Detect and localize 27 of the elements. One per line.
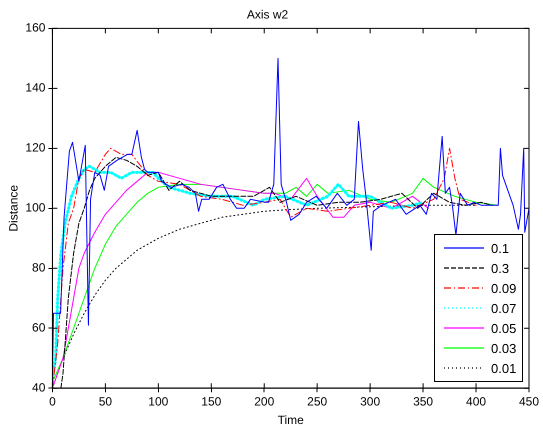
legend-label: 0.07 (491, 300, 516, 316)
x-axis-title: Time (278, 413, 304, 428)
y-axis-title: Distance (6, 184, 21, 232)
legend-label: 0.1 (491, 240, 510, 256)
x-tick-label: 100 (148, 394, 169, 409)
y-tick-label: 100 (25, 200, 46, 215)
legend-label: 0.03 (491, 340, 516, 356)
y-tick-label: 60 (32, 320, 46, 335)
x-tick-label: 50 (98, 394, 112, 409)
x-tick-label: 350 (413, 394, 434, 409)
x-tick-label: 450 (518, 394, 540, 409)
x-tick-label: 400 (466, 394, 486, 409)
legend-label: 0.01 (491, 360, 516, 376)
y-tick-label: 120 (25, 140, 46, 155)
x-tick-label: 150 (201, 394, 222, 409)
x-tick-label: 300 (360, 394, 380, 409)
y-tick-label: 40 (32, 380, 46, 395)
y-tick-label: 160 (25, 20, 46, 35)
y-tick-label: 140 (25, 80, 46, 95)
x-tick-label: 0 (49, 394, 56, 409)
legend-label: 0.09 (491, 280, 516, 296)
legend-label: 0.3 (491, 260, 510, 276)
x-tick-label: 200 (254, 394, 275, 409)
x-tick-label: 250 (307, 394, 328, 409)
chart-title: Axis w2 (246, 8, 288, 22)
y-tick-label: 80 (32, 260, 46, 275)
legend-label: 0.05 (491, 320, 516, 336)
